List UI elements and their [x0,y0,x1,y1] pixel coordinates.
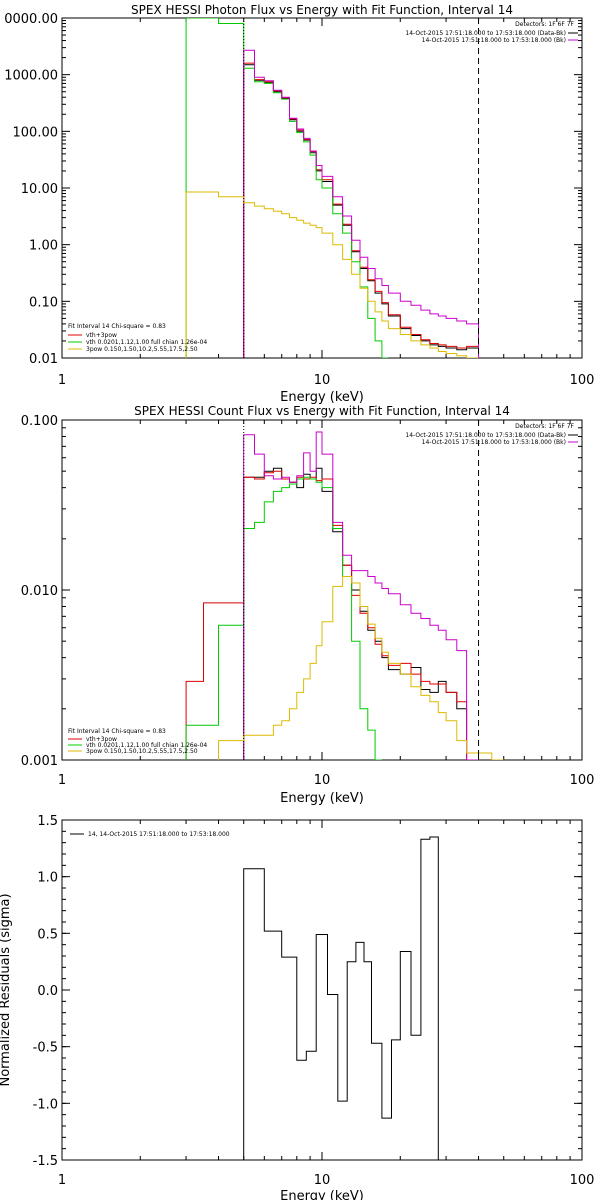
fit-legend-entry: vth+3pow [86,332,117,339]
x-tick-label: 100 [570,773,595,788]
y-axis: 0000.00 1000.00 100.00 10.00 1.00 0.10 0.01 [4,12,583,367]
legend-entry: 14-Oct-2015 17:51:18.000 to 17:53:18.000… [405,30,566,37]
x-tick-label: 10 [314,773,331,788]
series-line [243,62,479,358]
series-line [185,476,382,760]
series-line [185,18,389,358]
y-tick-label: 1000.00 [4,69,58,84]
y-tick-label: 0.01 [29,352,58,367]
y-tick-label: 0.001 [21,754,58,769]
y-tick-label: 1.0 [37,871,58,886]
x-tick-label: 1 [58,773,66,788]
y-tick-label: 10.00 [21,182,58,197]
x-tick-label: 100 [570,1173,595,1188]
x-tick-label: 10 [314,1173,331,1188]
legend-entry: 14, 14-Oct-2015 17:51:18.000 to 17:53:18… [88,831,230,838]
chart-title: SPEX HESSI Count Flux vs Energy with Fit… [134,404,510,418]
legend-entry: 14-Oct-2015 17:51:18.000 to 17:53:18.000… [422,37,566,44]
fit-legend-entry: vth 0.0201,1.12,1.00 full chian 1.26e-04 [86,742,207,749]
x-axis-label: Energy (keV) [280,791,364,806]
y-tick-label: 1.5 [37,814,58,829]
x-tick-label: 1 [58,1173,66,1188]
y-tick-label: 0.100 [21,414,58,429]
legend-title: Detectors: 1F 6F 7F [515,21,574,28]
residuals-panel: 1.5 1.0 0.5 0.0 -0.5 -1.0 -1.5 1 10 100 Energy… [0,814,594,1200]
plot-frame [61,819,583,1161]
legend-title: Detectors: 1F 6F 7F [515,423,574,430]
y-tick-label: 0.5 [37,927,58,942]
x-axis-label: Energy (keV) [280,390,364,405]
fit-legend: Fit Interval 14 Chi-square = 0.83 vth+3p… [68,323,207,353]
y-tick-label: -0.5 [33,1041,58,1056]
x-tick-label: 10 [314,373,331,388]
fit-legend-entry: 3pow 0.150,1.50,10.2,5.55,17.5,2.50 [86,346,198,353]
chart-title: SPEX HESSI Photon Flux vs Energy with Fi… [131,3,513,17]
y-axis-label: Normalized Residuals (sigma) [0,893,13,1086]
y-tick-label: -1.5 [33,1154,58,1169]
legend-entry: 14-Oct-2015 17:51:18.000 to 17:53:18.000… [405,432,566,439]
count-flux-panel: SPEX HESSI Count Flux vs Energy with Fit… [21,404,595,806]
fit-legend: Fit Interval 14 Chi-square = 0.83 vth+3p… [68,728,207,755]
y-tick-label: 1.00 [29,239,58,254]
y-tick-label: 0.10 [29,295,58,310]
y-tick-label: 100.00 [13,125,59,140]
fit-legend-title: Fit Interval 14 Chi-square = 0.83 [68,323,166,330]
x-tick-label: 100 [570,373,595,388]
y-tick-label: 0.0 [37,984,58,999]
series-line [243,49,479,358]
x-tick-label: 1 [58,373,66,388]
plot-area [243,836,439,1160]
series-line [185,470,468,760]
y-axis: 0.100 0.010 0.001 [21,414,583,769]
y-tick-label: -1.0 [33,1097,58,1112]
photon-flux-panel: SPEX HESSI Photon Flux vs Energy with Fi… [4,3,594,405]
series-line [218,576,504,760]
series-line [243,467,468,760]
series-line [243,64,479,358]
x-axis-label: Energy (keV) [280,1189,364,1200]
legend: Detectors: 1F 6F 7F 14-Oct-2015 17:51:18… [405,423,578,446]
y-tick-label: 0.010 [21,584,58,599]
series-line [185,191,479,358]
legend: Detectors: 1F 6F 7F 14-Oct-2015 17:51:18… [405,21,578,44]
series-line [243,836,439,1160]
y-axis: 1.5 1.0 0.5 0.0 -0.5 -1.0 -1.5 [33,814,583,1169]
fit-legend-title: Fit Interval 14 Chi-square = 0.83 [68,728,166,735]
fit-legend-entry: 3pow 0.150,1.50,10.2,5.55,17.5,2.50 [86,748,198,755]
legend: 14, 14-Oct-2015 17:51:18.000 to 17:53:18… [70,831,230,838]
fit-legend-entry: vth+3pow [86,736,117,743]
series-line [243,431,479,760]
legend-entry: 14-Oct-2015 17:51:18.000 to 17:53:18.000… [422,439,566,446]
plot-area [185,18,480,358]
plot-area [185,420,504,760]
fit-legend-entry: vth 0.0201,1.12,1.00 full chian 1.26e-04 [86,339,207,346]
y-tick-label: 0000.00 [4,12,58,27]
